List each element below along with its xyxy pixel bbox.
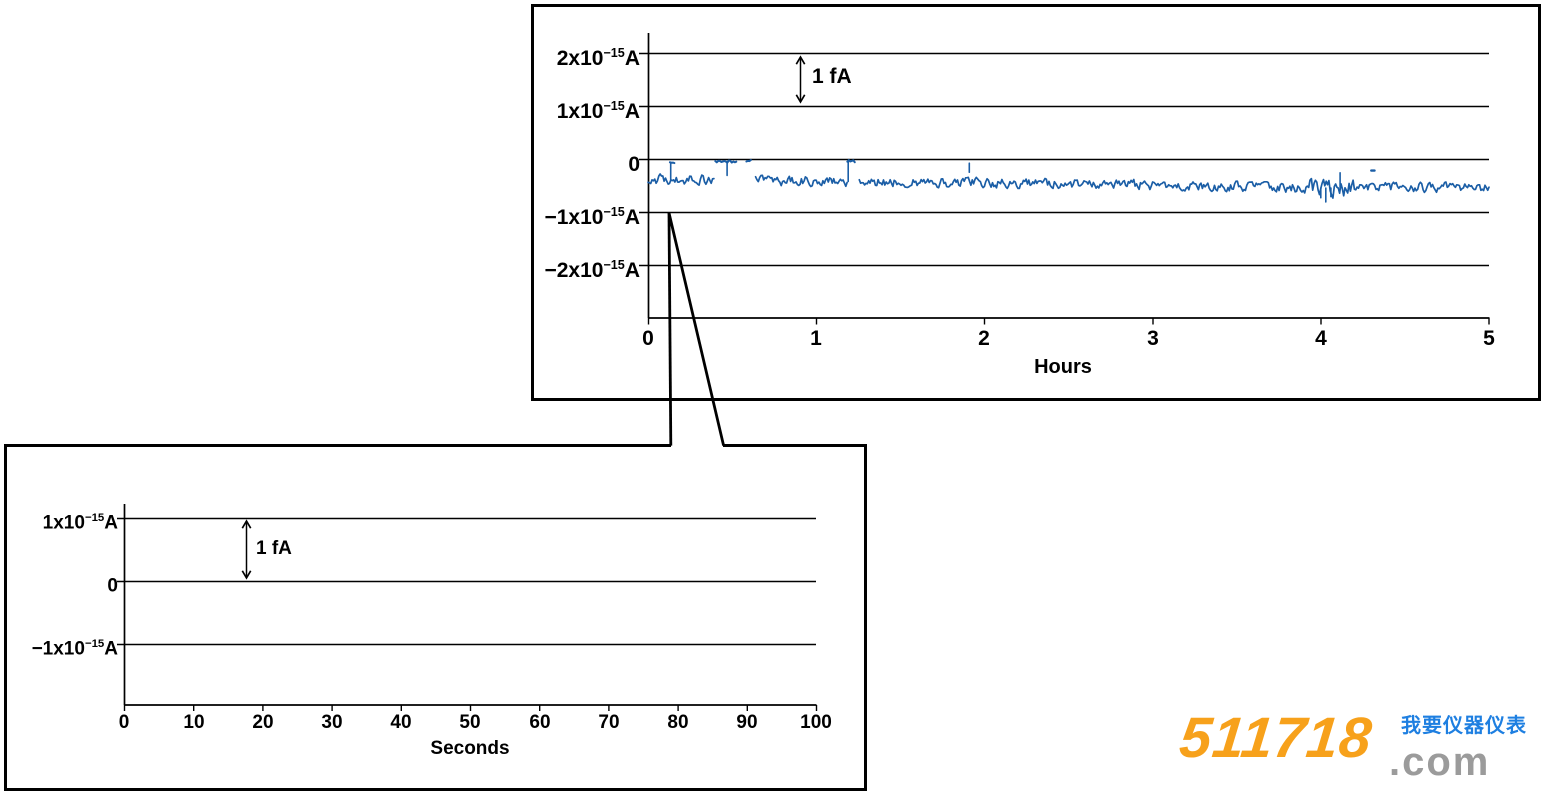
seconds-x-tick-label: 0 xyxy=(118,712,130,733)
hours-y-tick-label-1fA: 1x10−15A xyxy=(534,94,640,124)
y-tick-unit: A xyxy=(624,100,640,123)
hours-y-tick-label-2fA: 2x10−15A xyxy=(534,41,640,71)
seconds-chart-frame xyxy=(4,444,867,791)
seconds-x-tick-label: 60 xyxy=(529,712,551,733)
y-tick-unit: A xyxy=(624,47,640,70)
hours-y-tick-label-0: 0 xyxy=(534,147,640,177)
seconds-x-tick-label: 50 xyxy=(459,712,481,733)
seconds-x-tick-label: 80 xyxy=(667,712,689,733)
watermark-domain-suffix: .com xyxy=(1389,740,1491,784)
hours-x-tick-label: 1 xyxy=(810,327,822,350)
y-tick-exponent: −15 xyxy=(603,99,625,113)
seconds-scale-annotation: 1 fA xyxy=(256,538,292,559)
seconds-x-tick-label: 100 xyxy=(800,712,832,733)
y-tick-coef: −2x10 xyxy=(544,259,604,282)
y-tick-unit: A xyxy=(104,638,118,660)
y-tick-exponent: −15 xyxy=(84,512,105,524)
seconds-x-tick-label: 10 xyxy=(183,712,205,733)
hours-y-tick-label-m2fA: −2x10−15A xyxy=(534,253,640,283)
hours-x-tick-label: 3 xyxy=(1147,327,1159,350)
hours-x-tick-label: 0 xyxy=(642,327,654,350)
y-tick-exponent: −15 xyxy=(603,46,625,60)
watermark-number: 511718 xyxy=(1176,706,1376,770)
y-tick-exponent: −15 xyxy=(603,205,625,219)
seconds-y-tick-label-0: 0 xyxy=(26,570,118,597)
y-tick-coef: 1x10 xyxy=(556,100,604,123)
y-tick-coef: 2x10 xyxy=(556,47,604,70)
y-tick-coef: 0 xyxy=(107,575,118,597)
hours-x-tick-label: 5 xyxy=(1483,327,1495,350)
hours-y-tick-label-m1fA: −1x10−15A xyxy=(534,200,640,230)
seconds-x-tick-label: 70 xyxy=(598,712,620,733)
y-tick-coef: −1x10 xyxy=(31,638,85,660)
y-tick-unit: A xyxy=(624,206,640,229)
seconds-y-tick-label-m1fA: −1x10−15A xyxy=(26,633,118,660)
y-tick-unit: A xyxy=(104,512,118,534)
seconds-x-tick-label: 30 xyxy=(321,712,343,733)
y-tick-coef: 0 xyxy=(628,153,640,176)
seconds-axis-title: Seconds xyxy=(430,738,510,759)
y-tick-exponent: −15 xyxy=(603,258,625,272)
y-tick-exponent: −15 xyxy=(84,638,105,650)
y-tick-unit: A xyxy=(624,259,640,282)
watermark-logo: 511718 我要仪器仪表 .com xyxy=(1176,704,1540,794)
watermark-tagline: 我要仪器仪表 xyxy=(1401,715,1527,737)
y-tick-coef: −1x10 xyxy=(544,206,604,229)
seconds-x-tick-label: 40 xyxy=(390,712,412,733)
hours-chart-frame xyxy=(531,4,1541,401)
hours-scale-annotation: 1 fA xyxy=(812,65,852,88)
seconds-x-tick-label: 20 xyxy=(252,712,274,733)
hours-x-tick-label: 2 xyxy=(978,327,990,350)
y-tick-coef: 1x10 xyxy=(42,512,85,534)
seconds-y-tick-label-1fA: 1x10−15A xyxy=(26,507,118,534)
hours-axis-title: Hours xyxy=(1034,356,1092,378)
seconds-x-tick-label: 90 xyxy=(736,712,758,733)
hours-x-tick-label: 4 xyxy=(1315,327,1327,350)
